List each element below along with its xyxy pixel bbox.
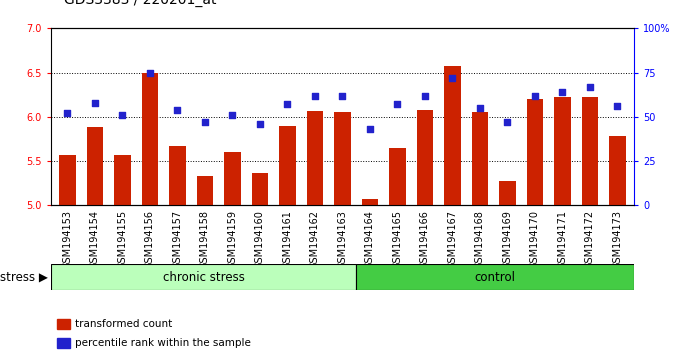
Bar: [527, 99, 543, 205]
Point: [584, 84, 595, 90]
Bar: [609, 136, 626, 205]
Bar: [224, 152, 241, 205]
Point: [117, 112, 127, 118]
Text: GDS3383 / 220201_at: GDS3383 / 220201_at: [64, 0, 217, 7]
Bar: [114, 155, 131, 205]
Bar: [87, 127, 103, 205]
Point: [365, 126, 376, 132]
Bar: [361, 199, 378, 205]
Text: percentile rank within the sample: percentile rank within the sample: [75, 338, 252, 348]
Point: [309, 93, 320, 98]
Point: [612, 103, 623, 109]
Bar: [417, 110, 433, 205]
Point: [144, 70, 155, 75]
Point: [557, 89, 568, 95]
Bar: [57, 319, 70, 329]
Bar: [306, 110, 323, 205]
Point: [502, 119, 513, 125]
Point: [227, 112, 238, 118]
Point: [282, 102, 293, 107]
Point: [199, 119, 210, 125]
Bar: [279, 126, 296, 205]
Bar: [197, 176, 213, 205]
Point: [337, 93, 348, 98]
Point: [392, 102, 403, 107]
Point: [447, 75, 458, 81]
Bar: [499, 182, 516, 205]
Point: [475, 105, 485, 111]
Bar: [444, 67, 460, 205]
Bar: [334, 113, 351, 205]
Bar: [142, 73, 158, 205]
Bar: [582, 97, 598, 205]
Bar: [389, 148, 405, 205]
Bar: [356, 264, 634, 290]
Point: [89, 100, 100, 105]
Text: control: control: [475, 270, 515, 284]
Point: [254, 121, 265, 127]
Bar: [554, 97, 571, 205]
Text: chronic stress: chronic stress: [163, 270, 245, 284]
Text: stress ▶: stress ▶: [0, 270, 47, 284]
Point: [172, 107, 183, 113]
Bar: [51, 264, 356, 290]
Bar: [472, 113, 488, 205]
Point: [530, 93, 540, 98]
Point: [62, 110, 73, 116]
Point: [420, 93, 431, 98]
Bar: [59, 155, 76, 205]
Bar: [252, 172, 268, 205]
Text: transformed count: transformed count: [75, 319, 173, 329]
Bar: [57, 338, 70, 348]
Bar: [169, 146, 186, 205]
